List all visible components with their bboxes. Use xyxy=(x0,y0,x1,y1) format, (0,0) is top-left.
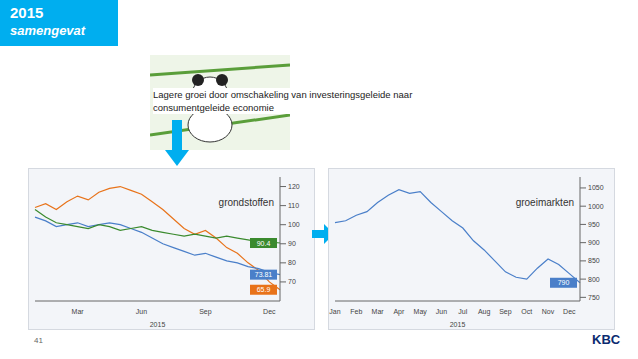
svg-text:Mar: Mar xyxy=(372,308,385,315)
html-text:Lagere groei door omschakeling: Lagere groei door omschakeling van inves… xyxy=(153,89,413,113)
svg-text:May: May xyxy=(414,308,428,316)
svg-text:2015: 2015 xyxy=(150,321,166,328)
svg-text:Apr: Apr xyxy=(393,308,405,316)
svg-text:750: 750 xyxy=(588,294,600,301)
svg-text:65.9: 65.9 xyxy=(257,286,271,293)
svg-text:Aug: Aug xyxy=(478,308,491,316)
svg-text:Sep: Sep xyxy=(199,308,212,316)
svg-text:Jan: Jan xyxy=(329,308,340,315)
svg-text:90: 90 xyxy=(288,240,296,247)
svg-text:Nov: Nov xyxy=(542,308,555,315)
svg-text:1000: 1000 xyxy=(588,203,604,210)
svg-text:80: 80 xyxy=(288,259,296,266)
html-text:KBC: KBC xyxy=(592,332,621,347)
svg-text:100: 100 xyxy=(288,221,300,228)
html-text:samengevat: samengevat xyxy=(10,23,86,38)
svg-text:900: 900 xyxy=(588,239,600,246)
svg-text:90.4: 90.4 xyxy=(257,240,271,247)
svg-text:800: 800 xyxy=(588,276,600,283)
svg-text:Dec: Dec xyxy=(563,308,576,315)
html-text:41: 41 xyxy=(34,336,43,345)
svg-text:Feb: Feb xyxy=(350,308,362,315)
svg-text:73.81: 73.81 xyxy=(255,271,273,278)
svg-text:110: 110 xyxy=(288,202,299,209)
svg-text:790: 790 xyxy=(558,279,570,286)
svg-text:950: 950 xyxy=(588,221,600,228)
svg-text:120: 120 xyxy=(288,183,300,190)
svg-text:2015: 2015 xyxy=(450,321,466,328)
svg-text:Jul: Jul xyxy=(458,308,467,315)
svg-text:Sep: Sep xyxy=(499,308,512,316)
svg-text:Dec: Dec xyxy=(263,308,276,315)
html-text:2015: 2015 xyxy=(10,4,44,21)
svg-text:1050: 1050 xyxy=(588,184,604,191)
svg-text:Oct: Oct xyxy=(521,308,532,315)
svg-text:70: 70 xyxy=(288,278,296,285)
svg-text:Mar: Mar xyxy=(72,308,85,315)
svg-text:Jun: Jun xyxy=(136,308,147,315)
html-text:groeimarkten: groeimarkten xyxy=(515,197,574,208)
svg-text:850: 850 xyxy=(588,257,600,264)
html-text:grondstoffen: grondstoffen xyxy=(218,197,274,208)
svg-text:Jun: Jun xyxy=(436,308,447,315)
